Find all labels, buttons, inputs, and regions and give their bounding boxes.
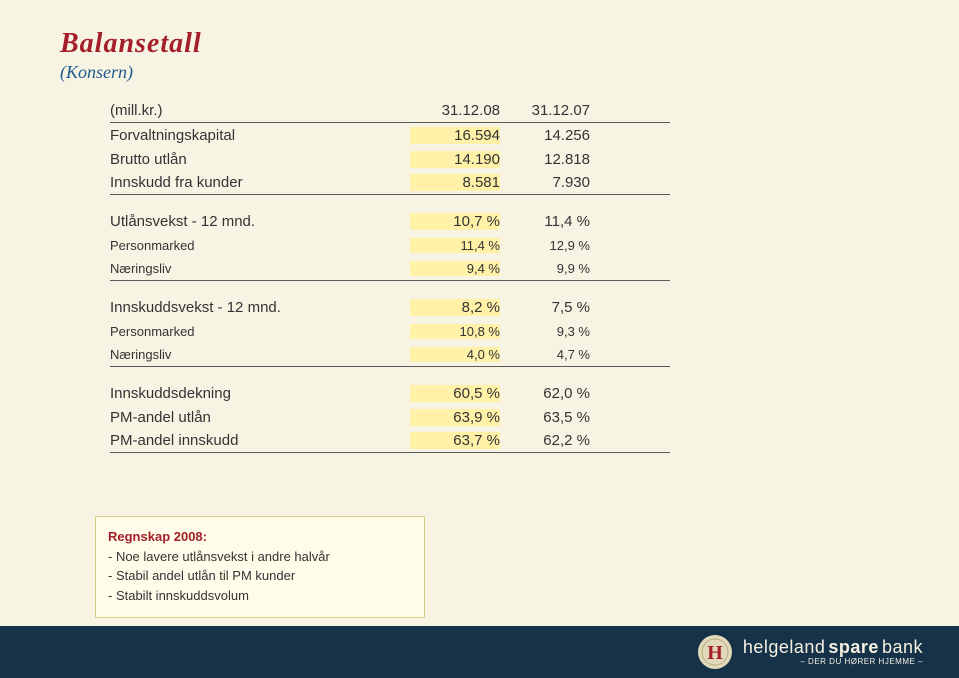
logo-name: helgelandsparebank (743, 638, 923, 656)
header-col-1: 31.12.08 (410, 102, 500, 119)
cell-label: Forvaltningskapital (110, 127, 410, 144)
cell-value: 9,4 % (410, 261, 500, 276)
cell-label: Næringsliv (110, 261, 410, 276)
cell-value: 4,7 % (500, 347, 590, 362)
cell-value: 8.581 (410, 174, 500, 191)
cell-value: 63,9 % (410, 409, 500, 426)
bank-logo: H helgelandsparebank – DER DU HØRER HJEM… (697, 634, 923, 670)
table-row: Innskuddsvekst - 12 mnd. 8,2 % 7,5 % (110, 295, 670, 319)
table-row: PM-andel innskudd 63,7 % 62,2 % (110, 429, 670, 453)
table-row: Innskuddsdekning 60,5 % 62,0 % (110, 381, 670, 405)
cell-value: 7,5 % (500, 299, 590, 316)
table-row: Personmarked 10,8 % 9,3 % (110, 319, 670, 343)
logo-part-1: helgeland (743, 638, 826, 656)
table-row: Utlånsvekst - 12 mnd. 10,7 % 11,4 % (110, 209, 670, 233)
balance-table: (mill.kr.) 31.12.08 31.12.07 Forvaltning… (110, 98, 670, 453)
annotation-line: - Stabil andel utlån til PM kunder (108, 566, 412, 586)
cell-label: Personmarked (110, 238, 410, 253)
cell-label: Utlånsvekst - 12 mnd. (110, 213, 410, 230)
cell-label: Brutto utlån (110, 151, 410, 168)
table-row: Innskudd fra kunder 8.581 7.930 (110, 171, 670, 195)
header-col-2: 31.12.07 (500, 102, 590, 119)
cell-value: 9,9 % (500, 261, 590, 276)
cell-value: 7.930 (500, 174, 590, 191)
cell-value: 60,5 % (410, 385, 500, 402)
table-row: Forvaltningskapital 16.594 14.256 (110, 123, 670, 147)
cell-value: 63,5 % (500, 409, 590, 426)
cell-value: 10,8 % (410, 324, 500, 339)
annotation-heading: Regnskap 2008: (108, 527, 412, 547)
cell-value: 14.190 (410, 151, 500, 168)
logo-part-2: spare (828, 638, 879, 656)
cell-value: 12.818 (500, 151, 590, 168)
annotation-line: - Stabilt innskuddsvolum (108, 586, 412, 606)
cell-label: Innskudd fra kunder (110, 174, 410, 191)
cell-value: 4,0 % (410, 347, 500, 362)
cell-value: 62,0 % (500, 385, 590, 402)
slide: Balansetall (Konsern) (mill.kr.) 31.12.0… (0, 0, 959, 678)
cell-value: 9,3 % (500, 324, 590, 339)
cell-label: PM-andel innskudd (110, 432, 410, 449)
cell-label: Innskuddsvekst - 12 mnd. (110, 299, 410, 316)
cell-value: 10,7 % (410, 213, 500, 230)
cell-value: 8,2 % (410, 299, 500, 316)
cell-value: 14.256 (500, 127, 590, 144)
cell-label: Innskuddsdekning (110, 385, 410, 402)
cell-value: 63,7 % (410, 432, 500, 449)
cell-label: PM-andel utlån (110, 409, 410, 426)
cell-value: 11,4 % (500, 213, 590, 230)
table-row: PM-andel utlån 63,9 % 63,5 % (110, 405, 670, 429)
cell-value: 62,2 % (500, 432, 590, 449)
table-header-row: (mill.kr.) 31.12.08 31.12.07 (110, 98, 670, 122)
svg-text:H: H (707, 642, 723, 664)
page-subtitle: (Konsern) (60, 62, 899, 83)
cell-value: 12,9 % (500, 238, 590, 253)
table-row: Brutto utlån 14.190 12.818 (110, 147, 670, 171)
page-title: Balansetall (60, 28, 899, 60)
annotation-box: Regnskap 2008: - Noe lavere utlånsvekst … (95, 516, 425, 618)
footer-bar: H helgelandsparebank – DER DU HØRER HJEM… (0, 626, 959, 678)
cell-value: 16.594 (410, 127, 500, 144)
cell-value: 11,4 % (410, 238, 500, 253)
table-row: Personmarked 11,4 % 12,9 % (110, 233, 670, 257)
header-label: (mill.kr.) (110, 102, 410, 119)
table-row: Næringsliv 9,4 % 9,9 % (110, 257, 670, 281)
coin-icon: H (697, 634, 733, 670)
annotation-line: - Noe lavere utlånsvekst i andre halvår (108, 547, 412, 567)
logo-part-3: bank (882, 638, 923, 656)
cell-label: Næringsliv (110, 347, 410, 362)
logo-tagline: – DER DU HØRER HJEMME – (743, 658, 923, 666)
cell-label: Personmarked (110, 324, 410, 339)
table-row: Næringsliv 4,0 % 4,7 % (110, 343, 670, 367)
